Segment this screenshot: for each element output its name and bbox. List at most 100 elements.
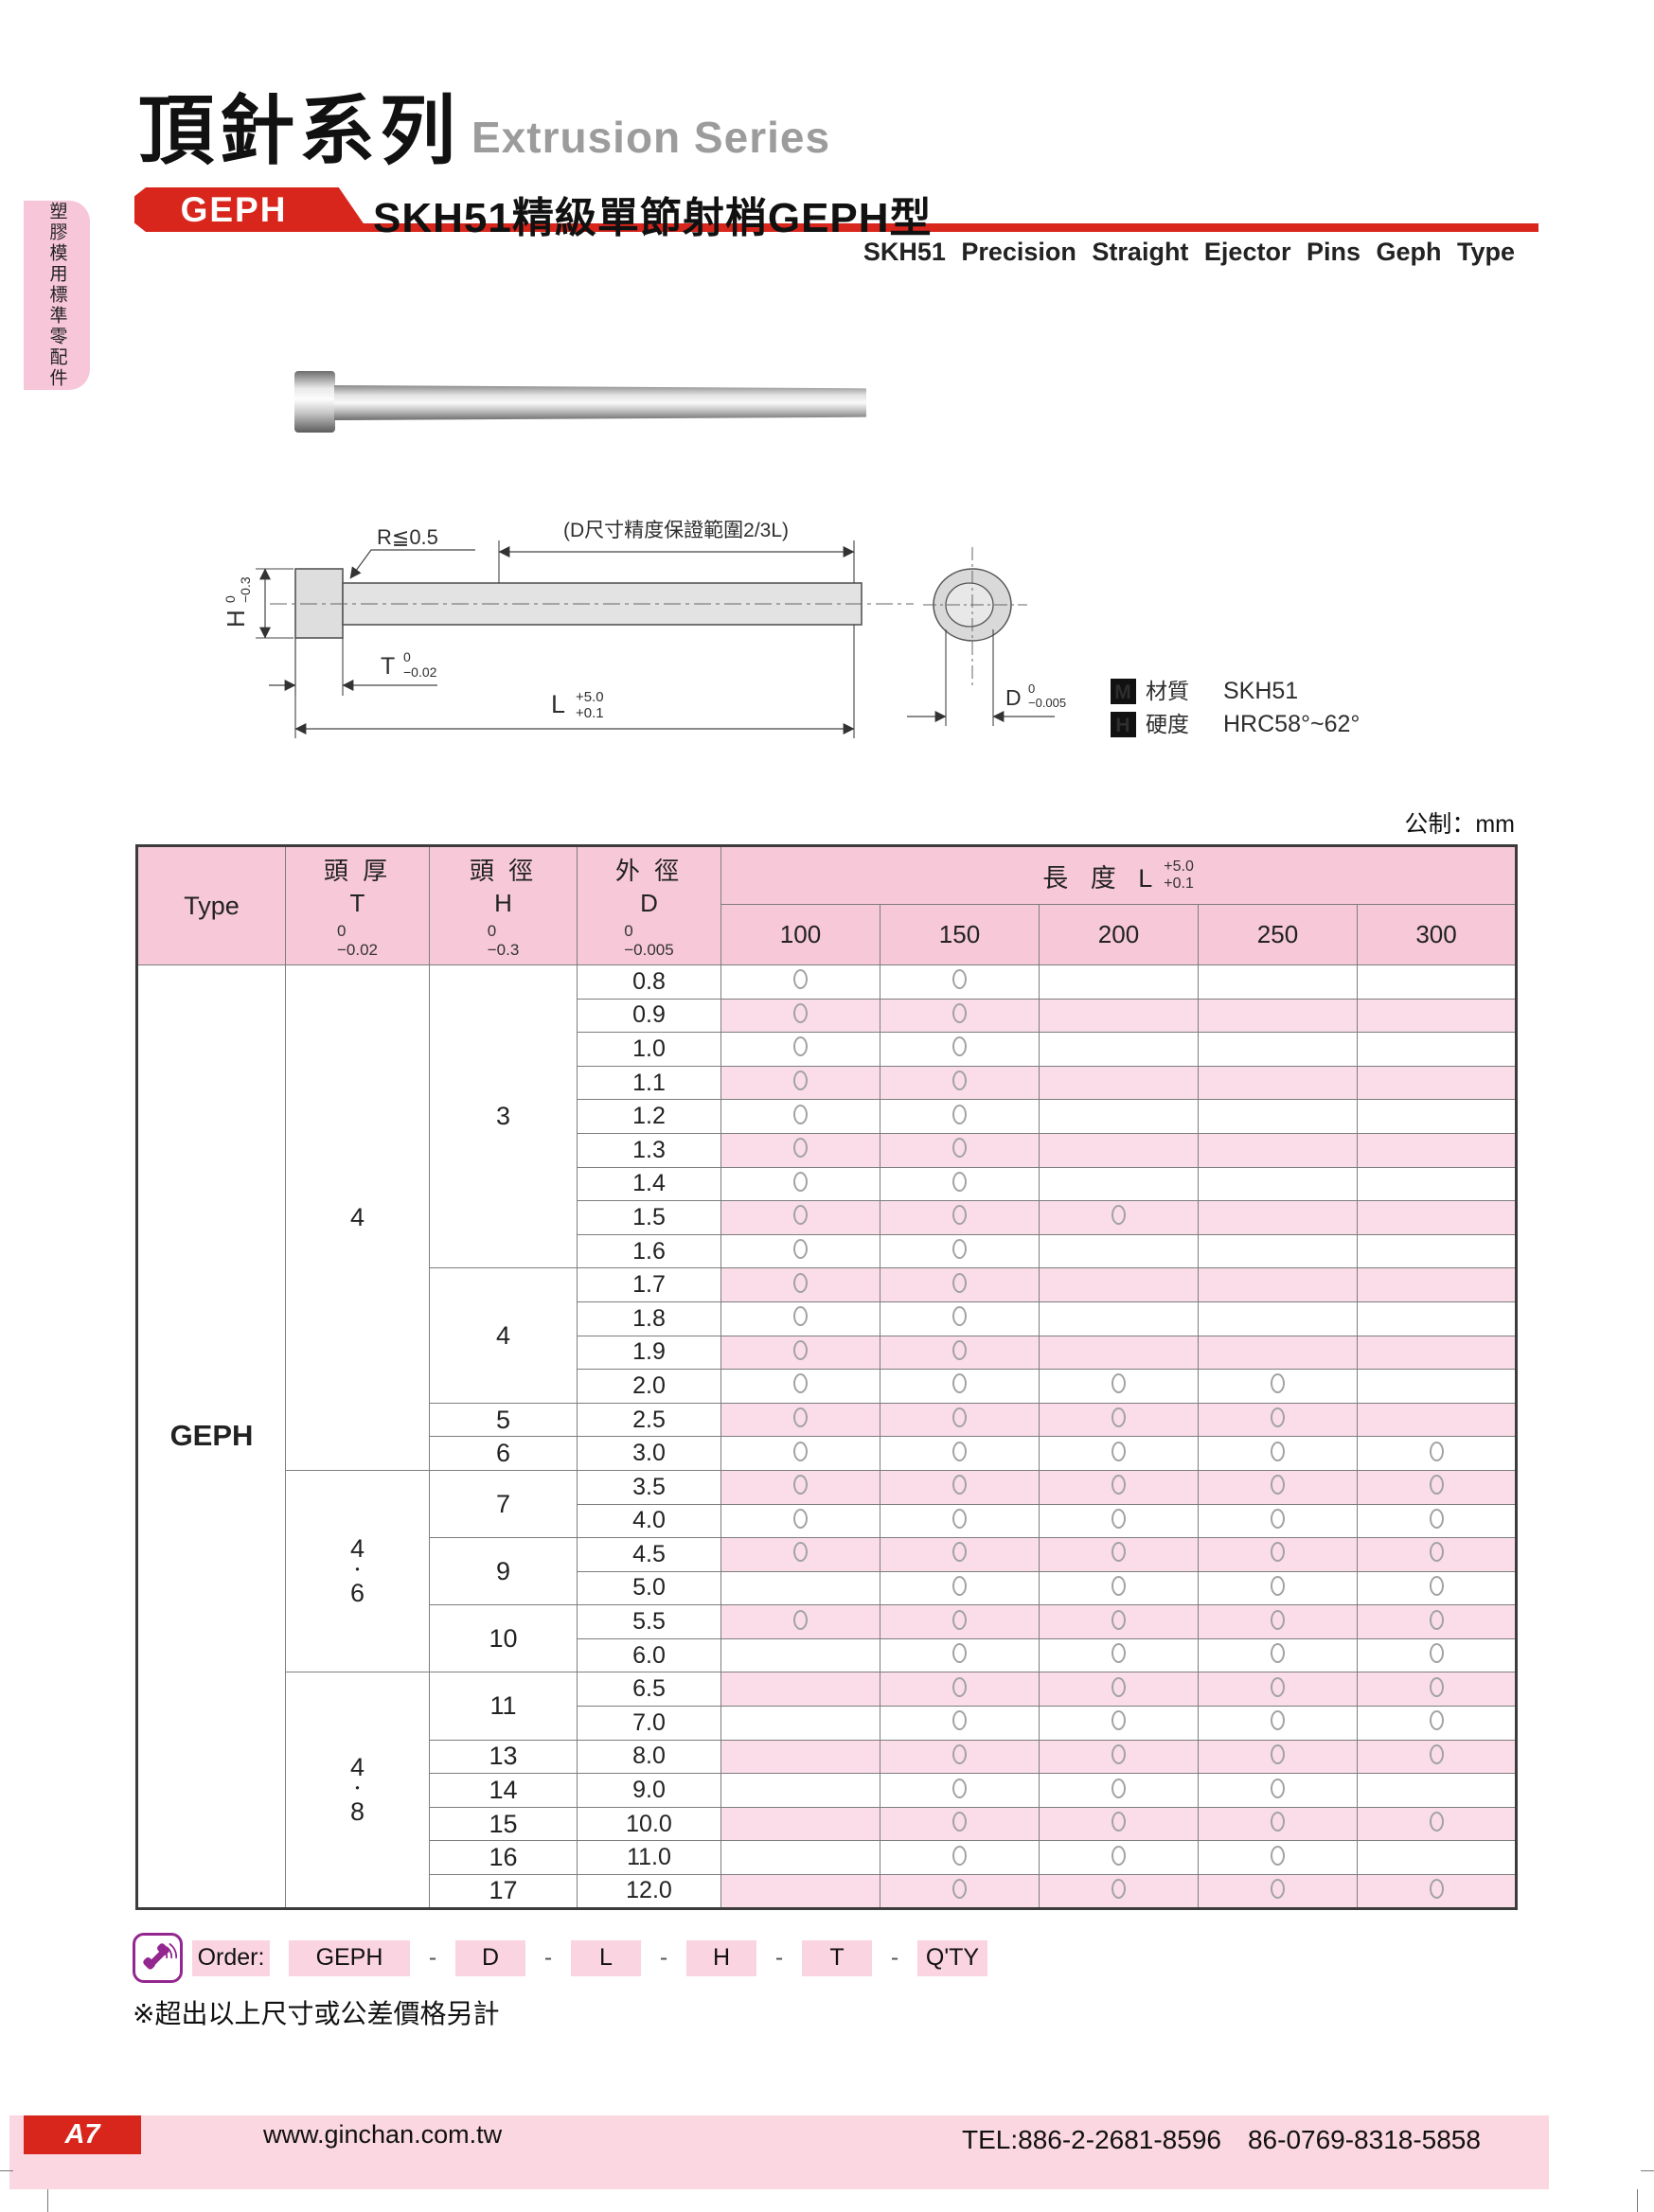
availability-cell <box>720 1773 880 1808</box>
availability-cell <box>720 1739 880 1775</box>
availability-cell <box>720 1402 880 1438</box>
availability-cell <box>720 1200 880 1235</box>
availability-cell <box>880 1806 1040 1842</box>
head-diameter-cell: 11 <box>429 1672 578 1741</box>
outer-diameter-cell: 6.5 <box>577 1672 721 1708</box>
availability-circle <box>1429 1508 1444 1529</box>
availability-cell <box>1039 964 1199 1000</box>
head-diameter-cell: 4 <box>429 1267 578 1404</box>
outer-diameter-cell: 5.0 <box>577 1570 721 1606</box>
availability-cell <box>1198 1032 1358 1067</box>
availability-cell <box>1039 1706 1199 1741</box>
availability-cell <box>880 1166 1040 1202</box>
table-row: 14 9.0 <box>137 1773 1518 1808</box>
availability-circle <box>952 1778 967 1798</box>
availability-cell <box>1039 1570 1199 1606</box>
availability-cell <box>880 1032 1040 1067</box>
availability-circle <box>1112 1676 1126 1697</box>
availability-cell <box>1356 1706 1518 1741</box>
availability-circle <box>952 1676 967 1697</box>
availability-circle <box>793 1002 808 1023</box>
availability-cell <box>720 1166 880 1202</box>
availability-cell <box>1198 1469 1358 1505</box>
availability-circle <box>1112 1407 1126 1428</box>
outer-diameter-cell: 6.0 <box>577 1637 721 1673</box>
availability-circle <box>1112 1812 1126 1832</box>
availability-circle <box>793 1071 808 1091</box>
availability-cell <box>720 1335 880 1371</box>
availability-cell <box>1356 1739 1518 1775</box>
svg-text:M: M <box>1114 681 1131 703</box>
availability-cell <box>1039 1436 1199 1471</box>
head-diameter-cell: 15 <box>429 1806 578 1842</box>
availability-cell <box>1356 1570 1518 1606</box>
availability-cell <box>1356 1402 1518 1438</box>
availability-cell <box>1198 1065 1358 1101</box>
column-header-t: 頭 厚 T 0 −0.02 <box>285 845 430 965</box>
availability-cell <box>1356 1806 1518 1842</box>
svg-text:0: 0 <box>403 649 411 664</box>
column-header-type: Type <box>136 845 286 965</box>
table-row: 4 ・ 6 7 3.5 <box>137 1469 1518 1673</box>
order-part-h: H <box>686 1939 756 1976</box>
technical-drawing: R≦0.5 (D尺寸精度保證範圍2/3L) H 0 −0.3 T 0 −0.02… <box>218 516 1401 838</box>
availability-cell <box>1356 1537 1518 1572</box>
availability-circle <box>793 1205 808 1226</box>
availability-cell <box>880 1469 1040 1505</box>
outer-diameter-cell: 10.0 <box>577 1806 721 1842</box>
availability-cell <box>1198 1369 1358 1404</box>
availability-circle <box>1271 1542 1285 1563</box>
availability-circle <box>952 1339 967 1360</box>
table-row: 17 12.0 <box>137 1874 1518 1909</box>
availability-cell <box>880 998 1040 1034</box>
availability-circle <box>1429 1609 1444 1630</box>
availability-cell <box>880 1739 1040 1775</box>
table-row: 0.9 <box>137 998 1518 1034</box>
availability-cell <box>1198 1233 1358 1269</box>
column-header-length-100: 100 <box>720 904 880 965</box>
availability-cell <box>880 1402 1040 1438</box>
order-part-l: L <box>571 1939 641 1976</box>
page-number: A7 <box>64 2119 100 2150</box>
outer-diameter-cell: 1.7 <box>577 1267 721 1302</box>
availability-circle <box>1112 1441 1126 1461</box>
availability-cell <box>1039 1301 1199 1336</box>
svg-text:H: H <box>222 610 250 628</box>
product-code-label: GEPH <box>180 189 288 229</box>
type-cell: GEPH <box>136 964 286 1909</box>
availability-circle <box>952 1542 967 1563</box>
availability-circle <box>1112 1609 1126 1630</box>
availability-cell <box>880 1233 1040 1269</box>
table-row: 1.5 <box>137 1200 1518 1235</box>
outer-diameter-cell: 1.0 <box>577 1032 721 1067</box>
availability-cell <box>880 1672 1040 1708</box>
availability-cell <box>1039 1233 1199 1269</box>
table-row: GEPH 4 3 0.8 <box>136 964 1518 1909</box>
availability-cell <box>880 1570 1040 1606</box>
outer-diameter-cell: 2.0 <box>577 1369 721 1404</box>
outer-diameter-cell: 2.5 <box>577 1402 721 1438</box>
availability-circle <box>1112 1710 1126 1731</box>
availability-circle <box>1271 1676 1285 1697</box>
availability-circle <box>1112 1475 1126 1495</box>
head-diameter-cell: 17 <box>429 1874 578 1909</box>
availability-circle <box>793 1542 808 1563</box>
availability-cell <box>1039 1032 1199 1067</box>
pin-shaft-outline <box>342 582 863 626</box>
availability-cell <box>1198 1840 1358 1876</box>
availability-circle <box>952 1002 967 1023</box>
availability-cell <box>880 1706 1040 1741</box>
order-separator: - <box>543 1944 553 1971</box>
l-dimension-label: L <box>551 690 565 718</box>
table-row: 9 4.5 <box>137 1537 1518 1606</box>
availability-cell <box>1198 1301 1358 1336</box>
availability-cell <box>720 1637 880 1673</box>
availability-cell <box>1356 998 1518 1034</box>
availability-cell <box>720 1436 880 1471</box>
spec-table: Type 頭 厚 T 0 −0.02 頭 徑 H 0 −0.3 外 徑 D 0 −0.005 長 度 L +… <box>135 844 1519 1910</box>
order-separator: - <box>659 1944 668 1971</box>
svg-text:H: H <box>1115 715 1129 736</box>
availability-circle <box>1112 1508 1126 1529</box>
svg-text:−0.02: −0.02 <box>403 664 437 680</box>
availability-cell <box>1039 1537 1199 1572</box>
